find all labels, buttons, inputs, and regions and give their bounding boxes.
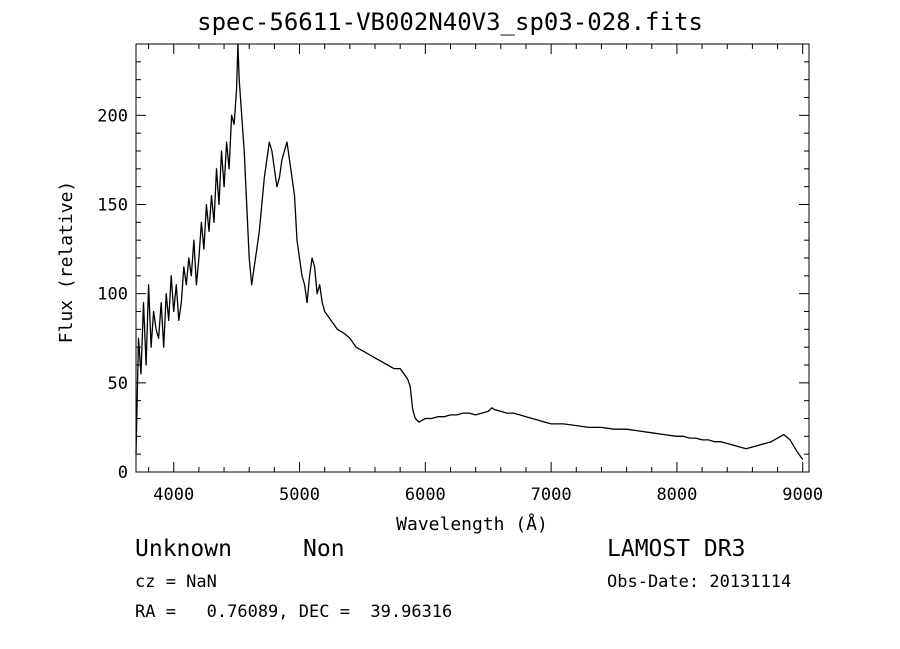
y-tick-label: 200 — [97, 106, 128, 126]
axis-tick-labels: 4000 5000 6000 7000 8000 9000 0 50 100 150 200 — [97, 106, 823, 505]
plot-frame — [135, 43, 810, 473]
y-tick-label: 0 — [118, 463, 128, 483]
object-class: Unknown — [135, 536, 232, 562]
x-tick-label: 5000 — [279, 485, 320, 505]
x-axis-label: Wavelength (Å) — [396, 513, 548, 535]
y-tick-label: 50 — [108, 374, 128, 394]
observation-date: Obs-Date: 20131114 — [607, 572, 792, 592]
y-tick-label: 150 — [97, 196, 128, 216]
y-tick-label: 100 — [97, 285, 128, 305]
x-tick-label: 4000 — [153, 485, 194, 505]
redshift-cz: cz = NaN — [135, 572, 217, 592]
ra-dec-coordinates: RA = 0.76089, DEC = 39.96316 — [135, 602, 453, 622]
x-tick-label: 9000 — [782, 485, 823, 505]
x-tick-label: 8000 — [656, 485, 697, 505]
object-subclass: Non — [303, 536, 345, 562]
survey-name: LAMOST DR3 — [607, 536, 746, 562]
axis-ticks — [136, 43, 809, 473]
y-axis-label: Flux (relative) — [56, 181, 77, 344]
x-tick-label: 6000 — [405, 485, 446, 505]
chart-title: spec-56611-VB002N40V3_sp03-028.fits — [197, 8, 703, 36]
flux-series-line — [135, 43, 804, 460]
x-tick-label: 7000 — [531, 485, 572, 505]
